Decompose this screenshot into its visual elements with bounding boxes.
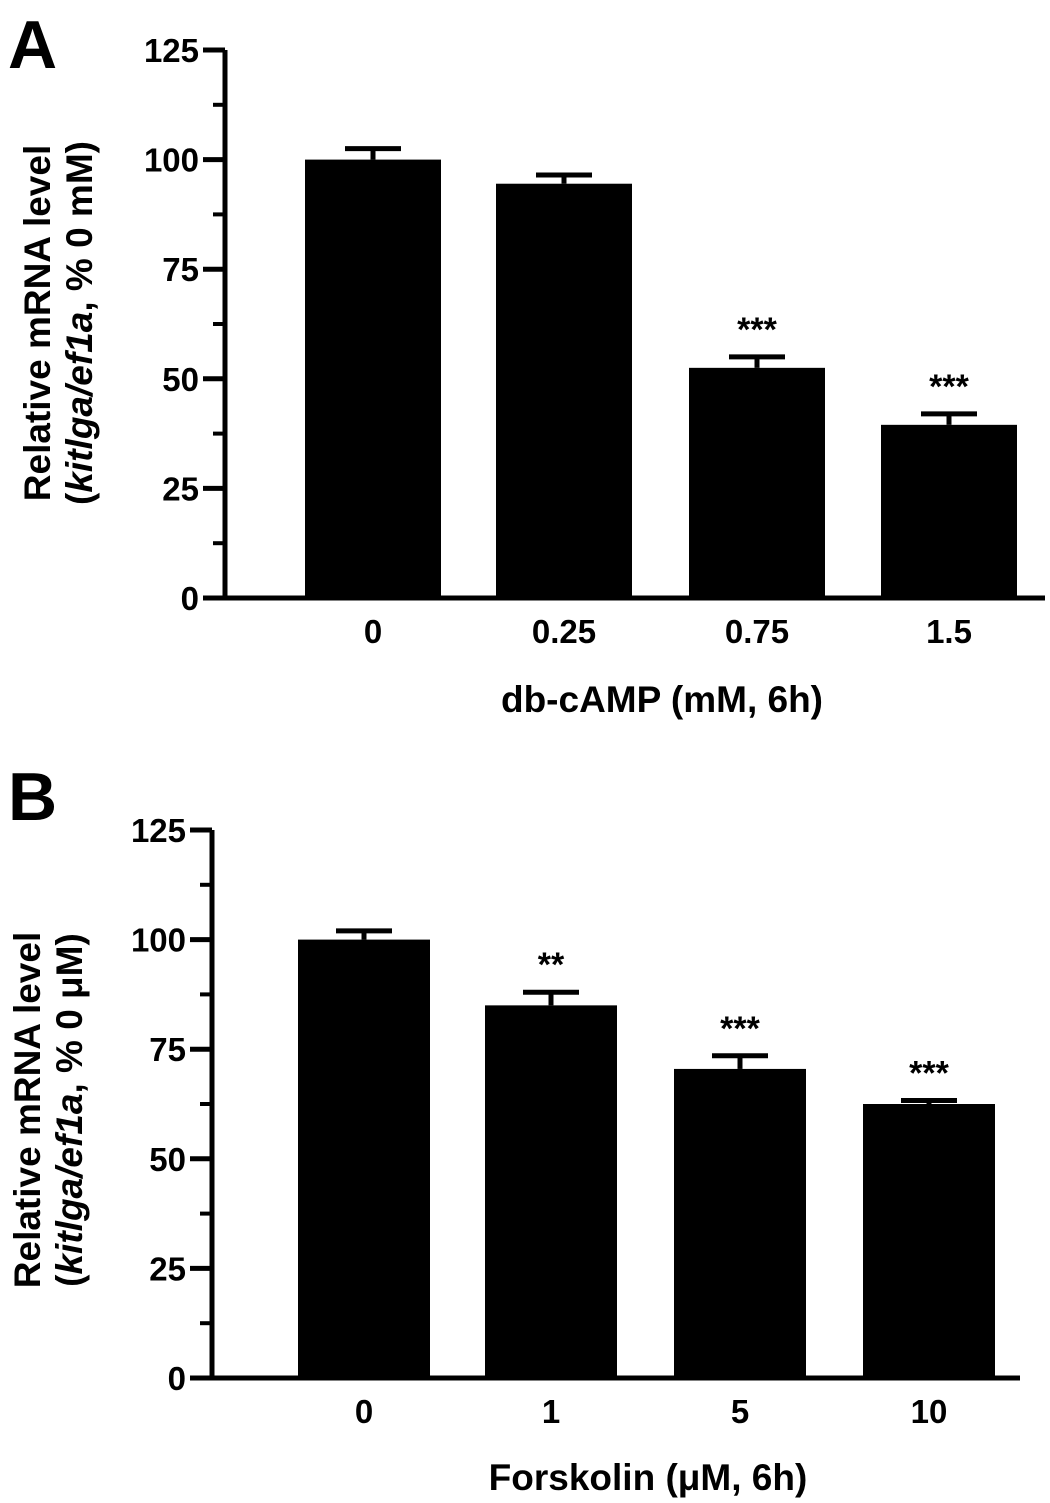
y-tick-label-b-1: 25 xyxy=(149,1250,186,1287)
x-tick-label-b-1: 0 xyxy=(355,1393,373,1430)
panel-b: B Relative mRNA level (kitlga/ef1a, % 0 … xyxy=(7,759,1020,1498)
bar-b-1 xyxy=(298,939,430,1378)
bar-b-2 xyxy=(485,1005,617,1378)
bar-b-4 xyxy=(863,1104,995,1378)
y-tick-label-b-5: 125 xyxy=(131,812,186,849)
panel-label-b: B xyxy=(8,759,57,835)
bar-a-4 xyxy=(881,424,1017,598)
y-tick-label-b-4: 100 xyxy=(131,922,186,959)
significance-marker-b-4: *** xyxy=(909,1054,949,1092)
x-tick-label-b-3: 5 xyxy=(731,1393,749,1430)
y-tick-label-b-0: 0 xyxy=(168,1360,186,1397)
y-tick-label-b-3: 75 xyxy=(149,1031,186,1068)
y-axis-title-line1-a: Relative mRNA level xyxy=(17,145,58,501)
y-axis-title-line2-a: (kitlga/ef1a, % 0 mM) xyxy=(59,141,100,505)
x-tick-label-a-4: 1.5 xyxy=(926,613,972,650)
x-tick-label-b-4: 10 xyxy=(911,1393,948,1430)
panel-a: A Relative mRNA level (kitlga/ef1a, % 0 … xyxy=(8,7,1045,720)
y-tick-label-a-1: 25 xyxy=(162,470,199,507)
x-tick-label-b-2: 1 xyxy=(542,1393,560,1430)
significance-marker-b-3: *** xyxy=(720,1010,760,1048)
bar-a-3 xyxy=(689,367,825,598)
y-axis-title-a: Relative mRNA level (kitlga/ef1a, % 0 mM… xyxy=(17,141,100,505)
y-tick-label-a-0: 0 xyxy=(181,580,199,617)
y-tick-label-a-3: 75 xyxy=(162,251,199,288)
x-tick-label-a-2: 0.25 xyxy=(532,613,596,650)
x-tick-label-a-3: 0.75 xyxy=(725,613,789,650)
y-tick-label-a-2: 50 xyxy=(162,361,199,398)
y-tick-label-a-5: 125 xyxy=(144,32,199,69)
x-axis-title-a: db-cAMP (mM, 6h) xyxy=(501,679,823,720)
significance-marker-b-2: ** xyxy=(538,946,565,984)
bar-a-2 xyxy=(496,183,632,598)
bar-a-1 xyxy=(305,159,441,598)
y-axis-title-line2-b: (kitlga/ef1a, % 0 μM) xyxy=(49,933,90,1287)
significance-marker-a-4: *** xyxy=(929,368,969,406)
bar-b-3 xyxy=(674,1068,806,1378)
y-tick-label-b-2: 50 xyxy=(149,1141,186,1178)
x-axis-title-b: Forskolin (μM, 6h) xyxy=(489,1457,808,1498)
plot-area-a: 0 0.25 *** 0.75 *** 1.5 0 25 50 75 100 125 xyxy=(144,32,1045,650)
y-axis-title-line1-b: Relative mRNA level xyxy=(7,932,48,1288)
y-axis-title-b: Relative mRNA level (kitlga/ef1a, % 0 μM… xyxy=(7,932,90,1288)
significance-marker-a-3: *** xyxy=(737,311,777,349)
x-tick-label-a-1: 0 xyxy=(364,613,382,650)
panel-label-a: A xyxy=(8,7,57,83)
y-tick-label-a-4: 100 xyxy=(144,142,199,179)
